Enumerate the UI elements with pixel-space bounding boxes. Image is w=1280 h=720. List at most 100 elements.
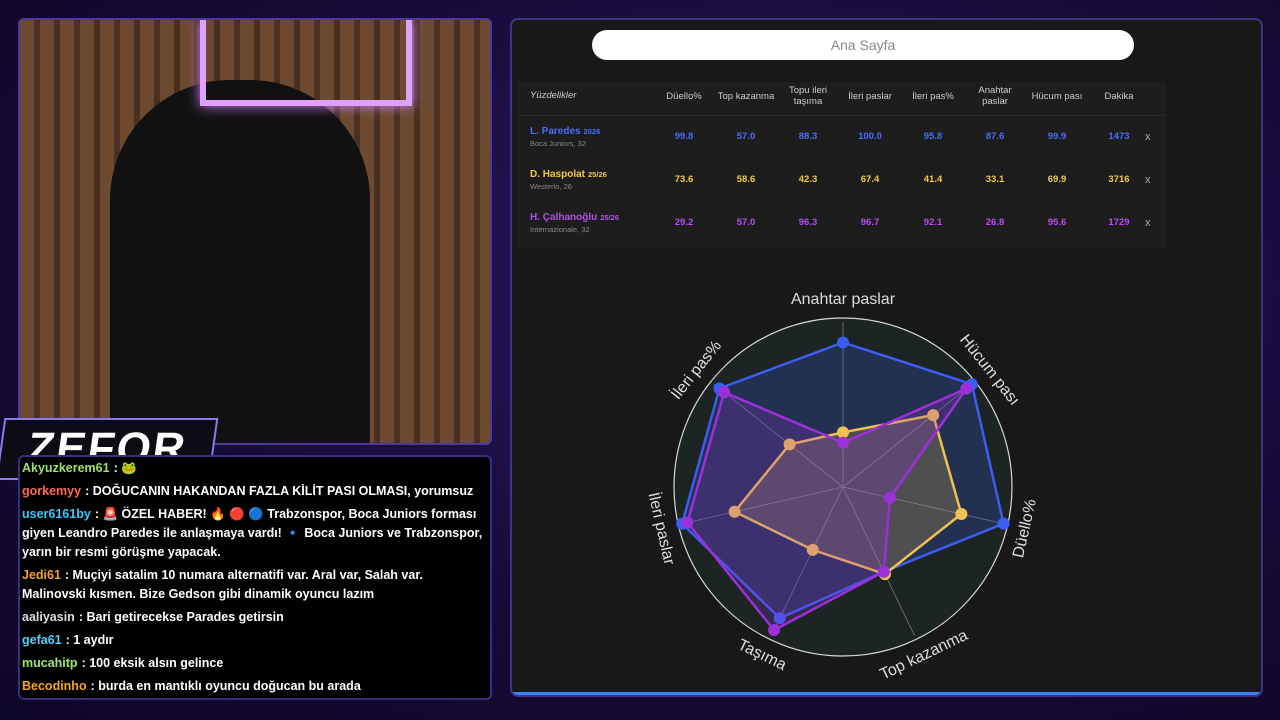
season-tag: 25/26 [588, 170, 607, 179]
table-title: Yüzdelikler [530, 90, 577, 101]
radar-spoke [842, 486, 1004, 525]
radar-spoke [682, 486, 844, 525]
chat-user: Jedi61 [22, 568, 61, 582]
header-divider [518, 115, 1166, 116]
stat-cell: 33.1 [985, 174, 1005, 185]
stat-cell: 92.1 [923, 217, 943, 228]
column-header: Dakika [1104, 90, 1134, 102]
player-name: L. Paredes 2026 [530, 126, 600, 137]
stat-cell: 41.4 [923, 174, 943, 185]
player-club: Boca Juniors, 32 [530, 139, 586, 148]
stat-cell: 99.9 [1047, 131, 1067, 142]
stat-cell: 96.3 [798, 217, 818, 228]
chat-user: gefa61 [22, 633, 62, 647]
radar-point [837, 436, 849, 449]
radar-point [960, 382, 973, 395]
chat-text: : 100 eksik alsın gelince [81, 656, 224, 670]
column-header: İleri pas% [912, 90, 954, 102]
player-name-text: D. Haspolat [530, 169, 586, 180]
chat-user: user6161by [22, 507, 91, 521]
stats-panel: Ana Sayfa Yüzdelikler Düello% Top kazanma T… [510, 18, 1263, 697]
chat-message: Jedi61: Muçiyi satalim 10 numara alterna… [22, 566, 486, 604]
chat-message: Akyuzkerem61: 🐸 [22, 459, 486, 478]
chat-user: Akyuzkerem61 [22, 461, 110, 475]
chat-text: : Bari getirecekse Parades getirsin [78, 610, 284, 624]
chat-message: gefa61: 1 aydır [22, 631, 486, 650]
player-name-text: L. Paredes [530, 126, 581, 137]
home-button[interactable]: Ana Sayfa [592, 30, 1134, 60]
player-club: Westerlo, 26 [530, 182, 572, 191]
chat-text: : 1 aydır [65, 633, 114, 647]
stat-cell: 95.8 [923, 131, 943, 142]
person [110, 80, 370, 443]
column-header: Anahtar paslar [978, 85, 1012, 107]
radar-point [681, 516, 694, 529]
stat-cell: 29.2 [674, 217, 694, 228]
stat-cell: 26.8 [985, 217, 1005, 228]
stat-cell: 67.4 [860, 174, 880, 185]
column-header: Düello% [666, 90, 702, 102]
bottom-bar [512, 692, 1261, 695]
stat-cell: 57.0 [736, 217, 756, 228]
stats-table: Yüzdelikler Düello% Top kazanma Topu ileri … [518, 82, 1166, 247]
remove-button[interactable]: x [1145, 131, 1151, 143]
player-name: D. Haspolat 25/26 [530, 169, 607, 180]
chat-text: : 🚨 ÖZEL HABER! 🔥 🔴 🔵 Trabzonspor, Boca … [22, 507, 483, 559]
radar-point [718, 386, 731, 399]
radar-spoke [771, 486, 844, 636]
webcam [18, 18, 492, 445]
column-header: Top kazanma [717, 90, 775, 102]
chat-message: user6161by: 🚨 ÖZEL HABER! 🔥 🔴 🔵 Trabzons… [22, 505, 486, 562]
radar-point [728, 505, 741, 518]
axis-label: Anahtar paslar [791, 291, 896, 308]
chat-user: Becodinho [22, 679, 87, 693]
radar-point [837, 336, 849, 349]
radar-area [680, 341, 1005, 620]
radar-point [877, 565, 890, 578]
radar-area [686, 385, 970, 632]
radar-point [768, 624, 781, 637]
column-header: İleri paslar [848, 90, 892, 102]
radar-spoke [842, 486, 915, 636]
chat-text: : Muçiyi satalim 10 numara alternatifi v… [22, 568, 423, 601]
neon-sign [200, 20, 412, 106]
stat-cell: 1729 [1108, 217, 1130, 228]
radar-point [783, 438, 796, 451]
radar-point [927, 409, 940, 422]
radar-point [837, 426, 849, 439]
radar-point [955, 508, 968, 521]
radar-point [883, 491, 896, 504]
stat-cell: 100.0 [858, 131, 882, 142]
chat-message: gorkemyy: DOĞUCANIN HAKANDAN FAZLA KİLİT… [22, 482, 486, 501]
radar-area [732, 413, 963, 576]
player-name: H. Çalhanoğlu 25/26 [530, 212, 619, 223]
chat: Akyuzkerem61: 🐸 gorkemyy: DOĞUCANIN HAKAN… [18, 455, 492, 700]
remove-button[interactable]: x [1145, 217, 1151, 229]
chat-text: : DOĞUCANIN HAKANDAN FAZLA KİLİT PASI OL… [85, 484, 474, 498]
chat-user: aaliyasin [22, 610, 75, 624]
chat-message: mucahitp: 100 eksik alsın gelince [22, 654, 486, 673]
stat-cell: 95.6 [1047, 217, 1067, 228]
stat-cell: 73.6 [674, 174, 694, 185]
radar-spoke [842, 383, 973, 488]
chat-user: mucahitp [22, 656, 78, 670]
stat-cell: 3716 [1108, 174, 1130, 185]
remove-button[interactable]: x [1145, 174, 1151, 186]
stat-cell: 99.8 [674, 131, 694, 142]
stat-cell: 88.3 [798, 131, 818, 142]
stat-cell: 1473 [1108, 131, 1130, 142]
axis-label: Düello% [1010, 498, 1040, 560]
radar-point [773, 612, 786, 625]
chat-text: : burda en mantıklı oyuncu doğucan bu ar… [90, 679, 361, 693]
stat-cell: 87.6 [985, 131, 1005, 142]
season-tag: 2026 [583, 127, 601, 136]
chat-user: gorkemyy [22, 484, 82, 498]
radar-spoke [713, 383, 844, 488]
chat-message: aaliyasin: Bari getirecekse Parades geti… [22, 608, 486, 627]
stat-cell: 69.9 [1047, 174, 1067, 185]
stat-cell: 42.3 [798, 174, 818, 185]
player-club: Internazionale, 32 [530, 225, 590, 234]
stat-cell: 96.7 [860, 217, 880, 228]
